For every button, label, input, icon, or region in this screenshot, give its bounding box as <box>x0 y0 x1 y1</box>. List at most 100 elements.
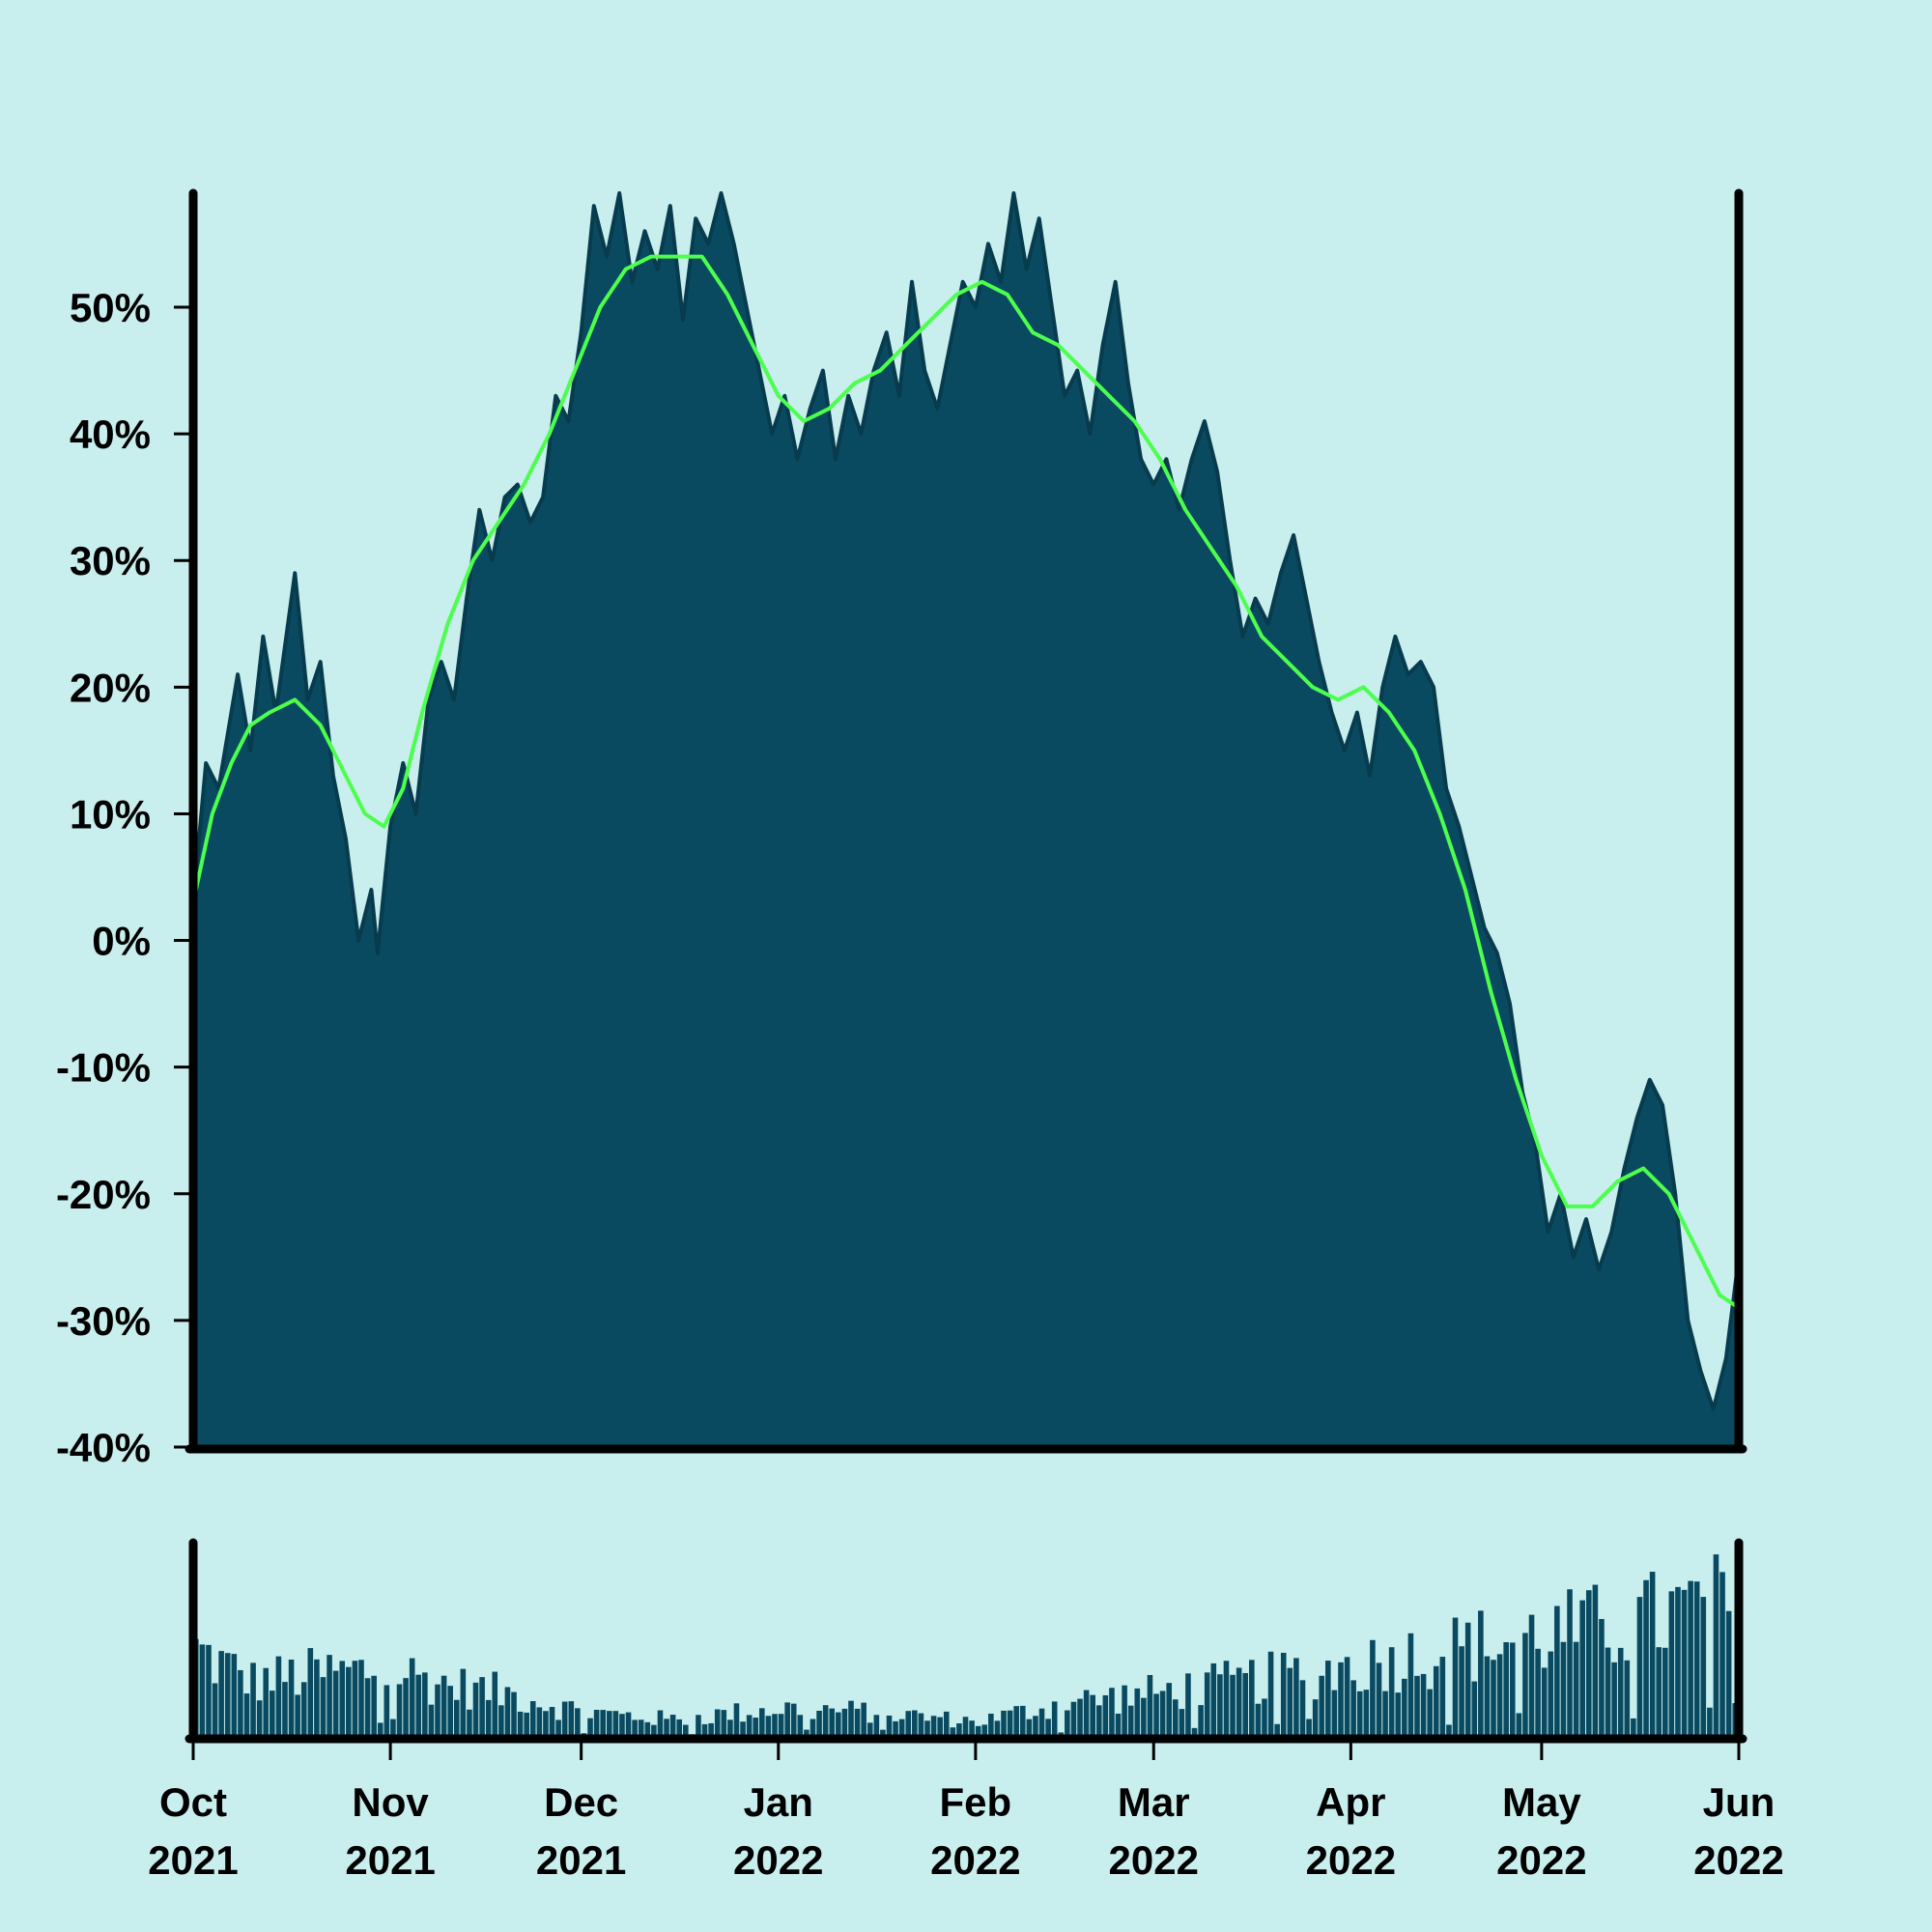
volume-bar <box>1210 1662 1217 1739</box>
volume-bar <box>561 1701 568 1739</box>
volume-bar <box>797 1715 804 1739</box>
volume-bar <box>485 1699 492 1739</box>
volume-bar <box>893 1720 898 1739</box>
volume-bar <box>625 1712 632 1739</box>
volume-bar <box>816 1710 822 1739</box>
volume-bar <box>1293 1658 1299 1739</box>
volume-bar <box>612 1711 619 1739</box>
volume-bar <box>575 1708 581 1739</box>
x-tick-label-year: 2021 <box>148 1837 238 1883</box>
volume-bar <box>492 1671 498 1739</box>
volume-bar <box>1693 1581 1700 1739</box>
volume-bar <box>300 1682 307 1739</box>
volume-bar <box>1516 1713 1522 1739</box>
volume-bar <box>1370 1639 1376 1739</box>
volume-bar <box>867 1722 873 1739</box>
volume-bar <box>905 1711 912 1739</box>
y-tick-label: 0% <box>92 919 151 964</box>
x-tick-label-month: Dec <box>544 1779 618 1825</box>
volume-bar <box>810 1719 816 1739</box>
volume-bar <box>1579 1600 1585 1739</box>
volume-bar <box>1065 1710 1070 1739</box>
volume-bar <box>453 1699 460 1739</box>
volume-bar <box>593 1710 600 1739</box>
volume-bar <box>352 1661 358 1739</box>
x-tick-label-year: 2022 <box>930 1837 1020 1883</box>
volume-bar <box>1299 1680 1306 1739</box>
volume-bar <box>841 1708 848 1739</box>
volume-bar <box>683 1724 689 1739</box>
volume-bar <box>1719 1572 1725 1739</box>
volume-bar <box>829 1708 836 1739</box>
volume-bar <box>543 1711 549 1739</box>
volume-bar <box>1624 1660 1631 1739</box>
volume-bar <box>1185 1673 1191 1739</box>
y-tick-label: -40% <box>56 1425 151 1470</box>
volume-bar <box>790 1703 797 1739</box>
volume-bar <box>937 1717 943 1739</box>
price-axes <box>185 188 1747 1454</box>
x-tick-label-month: Feb <box>940 1779 1012 1825</box>
volume-bar <box>1038 1708 1045 1739</box>
volume-bar <box>243 1693 250 1739</box>
volume-bar <box>440 1675 447 1739</box>
price-area <box>191 191 1741 1449</box>
volume-bar <box>1262 1698 1267 1739</box>
volume-bar <box>498 1705 504 1739</box>
volume-bar <box>504 1687 511 1739</box>
volume-bar <box>250 1662 256 1739</box>
volume-bar <box>1109 1688 1115 1739</box>
volume-bar <box>1592 1584 1599 1739</box>
y-tick-label: 50% <box>70 285 151 330</box>
x-tick-label-year: 2022 <box>733 1837 823 1883</box>
volume-bar <box>275 1656 282 1739</box>
volume-bar <box>1344 1657 1350 1739</box>
volume-bar <box>1319 1675 1325 1739</box>
volume-bar <box>676 1719 683 1739</box>
volume-bar <box>898 1719 905 1739</box>
volume-bar <box>320 1677 327 1739</box>
volume-bar <box>1274 1723 1280 1739</box>
volume-bar <box>364 1678 371 1739</box>
volume-bar <box>314 1659 320 1739</box>
volume-bar <box>1503 1642 1509 1739</box>
volume-bar <box>962 1717 969 1739</box>
volume-bar <box>765 1716 772 1739</box>
x-tick-label-month: Apr <box>1316 1779 1385 1825</box>
volume-bar <box>396 1684 403 1739</box>
x-tick-label-year: 2022 <box>1693 1837 1783 1883</box>
volume-bar <box>1338 1662 1344 1739</box>
volume-bar <box>467 1709 472 1739</box>
volume-bar <box>644 1721 651 1739</box>
volume-bar <box>1491 1660 1496 1739</box>
volume-bar <box>199 1644 206 1739</box>
volume-bar <box>1172 1699 1179 1739</box>
volume-bar <box>1223 1661 1230 1739</box>
volume-bar <box>1236 1667 1242 1739</box>
volume-bar <box>861 1702 867 1739</box>
volume-bar <box>1191 1727 1198 1739</box>
volume-bar <box>1026 1719 1033 1739</box>
volume-bar <box>1617 1647 1624 1739</box>
volume-bar <box>1459 1646 1464 1739</box>
volume-bar <box>1649 1572 1656 1739</box>
volume-bar <box>664 1719 669 1739</box>
volume-bar <box>549 1707 555 1739</box>
volume-bar <box>1643 1579 1649 1739</box>
volume-bar <box>1688 1580 1693 1739</box>
x-tick-label-year: 2022 <box>1496 1837 1586 1883</box>
volume-bar <box>714 1709 721 1739</box>
volume-bar <box>740 1721 746 1739</box>
volume-bar <box>307 1648 314 1739</box>
volume-bar <box>1090 1694 1095 1739</box>
volume-bar <box>1599 1618 1605 1739</box>
volume-bar <box>536 1707 543 1739</box>
volume-bar <box>1402 1678 1407 1739</box>
volume-bar <box>1007 1710 1013 1739</box>
volume-bar <box>1127 1705 1134 1739</box>
volume-bar <box>1255 1703 1262 1739</box>
volume-bar <box>1312 1699 1319 1739</box>
volume-bar <box>930 1716 937 1739</box>
volume-bar <box>1554 1605 1560 1739</box>
volume-bar <box>511 1691 517 1739</box>
